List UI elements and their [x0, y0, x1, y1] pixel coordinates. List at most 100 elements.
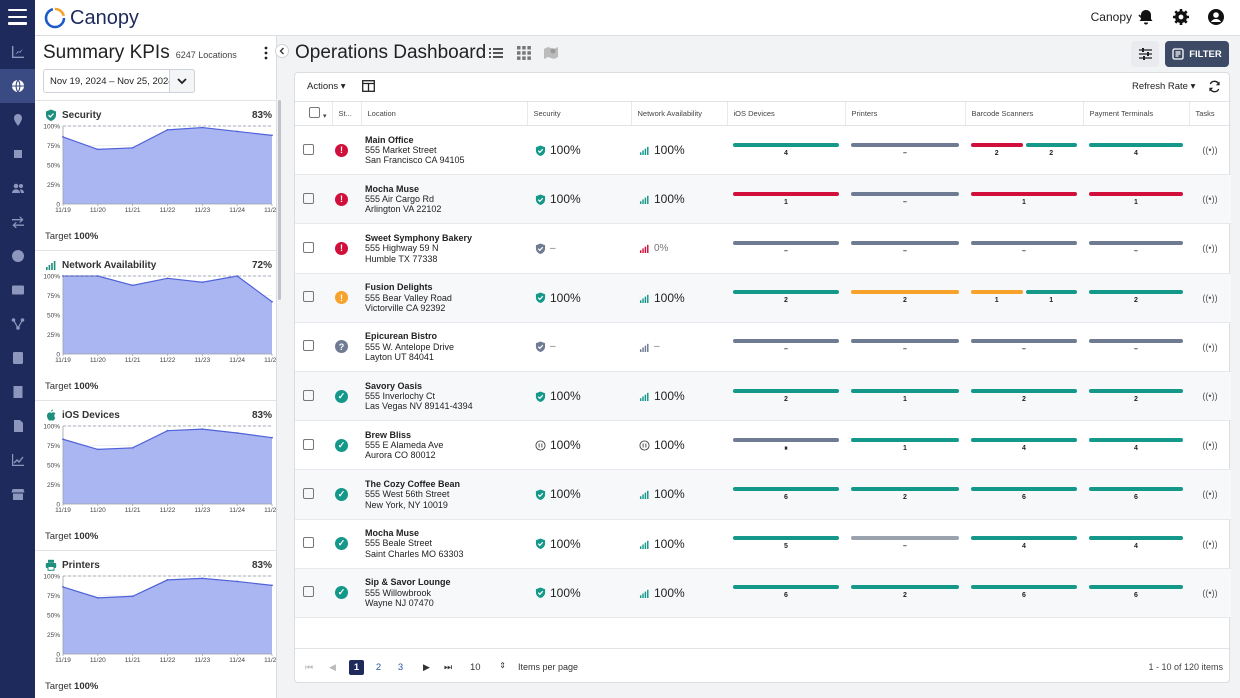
barcode-scanners-cell[interactable]: 2 [965, 371, 1083, 422]
refresh-rate-menu[interactable]: Refresh Rate ▾ [1132, 81, 1195, 92]
column-header-st-[interactable]: St... [331, 101, 361, 126]
page-1-button[interactable]: 1 [349, 660, 364, 675]
payment-terminals-cell[interactable]: 6 [1083, 568, 1189, 618]
table-row[interactable]: ✓ The Cozy Coffee Bean 555 West 56th Stree… [295, 469, 1231, 520]
date-dropdown-button[interactable] [169, 69, 195, 93]
location-name[interactable]: Epicurean Bistro [365, 331, 438, 342]
location-cell[interactable]: Mocha Muse 555 Air Cargo Rd Arlington VA 2… [361, 174, 527, 225]
gear-icon[interactable] [1172, 8, 1190, 26]
column-header-network-availability[interactable]: Network Availability [630, 101, 727, 126]
location-name[interactable]: Mocha Muse [365, 528, 420, 539]
caret-down-icon[interactable]: ▾ [323, 113, 327, 120]
broadcast-icon[interactable]: ((•)) [1202, 341, 1218, 352]
nav-chip[interactable] [0, 137, 35, 171]
kpi-scrollbar[interactable] [278, 100, 281, 300]
row-checkbox[interactable] [303, 291, 314, 303]
printers-cell[interactable]: 1 [845, 371, 965, 422]
row-checkbox[interactable] [303, 192, 314, 204]
column-header-ios-devices[interactable]: iOS Devices [726, 101, 845, 126]
row-checkbox[interactable] [303, 487, 314, 499]
ios-devices-cell[interactable]: 5 [727, 519, 845, 569]
date-range-picker[interactable]: Nov 19, 2024 – Nov 25, 2024 [43, 69, 195, 93]
table-row[interactable]: ✓ Brew Bliss 555 E Alameda Ave Aurora CO 80… [295, 420, 1231, 471]
printers-cell[interactable]: 2 [845, 273, 965, 323]
nav-store[interactable] [0, 477, 35, 511]
location-name[interactable]: Savory Oasis [365, 380, 423, 391]
barcode-scanners-cell[interactable]: 6 [965, 568, 1083, 618]
ios-devices-cell[interactable]: 2 [727, 273, 845, 323]
column-header-payment-terminals[interactable]: Payment Terminals [1082, 101, 1189, 126]
nav-globe[interactable] [0, 69, 35, 103]
column-header-security[interactable]: Security [526, 101, 631, 126]
broadcast-icon[interactable]: ((•)) [1202, 194, 1218, 205]
barcode-scanners-cell[interactable]: – [965, 223, 1083, 274]
location-name[interactable]: Mocha Muse [365, 183, 420, 194]
nav-dollar[interactable] [0, 239, 35, 273]
payment-terminals-cell[interactable]: – [1083, 223, 1189, 274]
row-checkbox[interactable] [303, 438, 314, 450]
payment-terminals-cell[interactable]: 1 [1083, 174, 1189, 225]
location-name[interactable]: Main Office [365, 134, 414, 145]
table-row[interactable]: ✓ Savory Oasis 555 Inverlochy Ct Las Vegas … [295, 371, 1231, 422]
broadcast-icon[interactable]: ((•)) [1202, 489, 1218, 500]
ios-devices-cell[interactable]: 6 [727, 568, 845, 618]
page-2-button[interactable]: 2 [375, 662, 382, 673]
location-cell[interactable]: Main Office 555 Market Street San Francisc… [361, 125, 527, 176]
account-icon[interactable] [1207, 8, 1225, 26]
ios-devices-cell[interactable]: 1 [727, 174, 845, 225]
kpi-card-security[interactable]: Security 83% Target 100% 100% 75% 50% 25% 0 11/1… [35, 100, 276, 250]
location-cell[interactable]: The Cozy Coffee Bean 555 West 56th Street… [361, 469, 527, 520]
refresh-icon[interactable] [1208, 80, 1221, 93]
printers-cell[interactable]: – [845, 125, 965, 176]
payment-terminals-cell[interactable]: 4 [1083, 125, 1189, 176]
hamburger-menu-icon[interactable] [8, 9, 27, 25]
location-cell[interactable]: Sweet Symphony Bakery 555 Highway 59 N Hum… [361, 223, 527, 274]
printers-cell[interactable]: – [845, 322, 965, 372]
payment-terminals-cell[interactable]: 2 [1083, 371, 1189, 422]
location-name[interactable]: Fusion Delights [365, 282, 433, 293]
select-all-checkbox[interactable] [309, 107, 320, 118]
location-cell[interactable]: Epicurean Bistro 555 W. Antelope Drive Lay… [361, 322, 527, 372]
barcode-scanners-cell[interactable]: – [965, 322, 1083, 372]
ios-devices-cell[interactable]: 4 [727, 125, 845, 176]
kpi-card-printers[interactable]: Printers 83% Target 100% 100% 75% 50% 25% 0 11/1… [35, 550, 276, 698]
location-name[interactable]: Brew Bliss [365, 429, 412, 440]
map-view-icon[interactable] [543, 45, 559, 61]
barcode-scanners-cell[interactable]: 6 [965, 469, 1083, 520]
kpi-card-ios-devices[interactable]: iOS Devices 83% Target 100% 100% 75% 50% 25% 0 1… [35, 400, 276, 550]
nav-dashboard[interactable] [0, 35, 35, 69]
ios-devices-cell[interactable]: ⏸ [727, 420, 845, 471]
next-page-icon[interactable]: ▶ [423, 662, 430, 672]
table-row[interactable]: ! Fusion Delights 555 Bear Valley Road Vict… [295, 273, 1231, 323]
barcode-scanners-cell[interactable]: 4 [965, 519, 1083, 569]
broadcast-icon[interactable]: ((•)) [1202, 587, 1218, 598]
column-header-tasks[interactable]: Tasks [1188, 101, 1231, 126]
broadcast-icon[interactable]: ((•)) [1202, 145, 1218, 156]
location-cell[interactable]: Fusion Delights 555 Bear Valley Road Victo… [361, 273, 527, 323]
table-row[interactable]: ! Sweet Symphony Bakery 555 Highway 59 N Hu… [295, 223, 1231, 274]
printers-cell[interactable]: 2 [845, 568, 965, 618]
printers-cell[interactable]: 1 [845, 420, 965, 471]
row-checkbox[interactable] [303, 586, 314, 598]
payment-terminals-cell[interactable]: 6 [1083, 469, 1189, 520]
prev-page-icon[interactable]: ◀ [329, 662, 336, 672]
ios-devices-cell[interactable]: 6 [727, 469, 845, 520]
column-header-printers[interactable]: Printers [844, 101, 965, 126]
printers-cell[interactable]: 2 [845, 469, 965, 520]
table-row[interactable]: ✓ Sip & Savor Lounge 555 Willowbrook Wayne … [295, 568, 1231, 618]
nav-location-pin[interactable] [0, 103, 35, 137]
payment-terminals-cell[interactable]: – [1083, 322, 1189, 372]
columns-icon[interactable] [362, 80, 375, 92]
location-name[interactable]: The Cozy Coffee Bean [365, 478, 461, 489]
list-view-icon[interactable] [488, 45, 504, 61]
location-cell[interactable]: Savory Oasis 555 Inverlochy Ct Las Vegas N… [361, 371, 527, 422]
location-cell[interactable]: Brew Bliss 555 E Alameda Ave Aurora CO 800… [361, 420, 527, 471]
payment-terminals-cell[interactable]: 4 [1083, 420, 1189, 471]
nav-report[interactable] [0, 409, 35, 443]
broadcast-icon[interactable]: ((•)) [1202, 292, 1218, 303]
ios-devices-cell[interactable]: 2 [727, 371, 845, 422]
table-row[interactable]: ! Mocha Muse 555 Air Cargo Rd Arlington VA … [295, 174, 1231, 225]
table-row[interactable]: ? Epicurean Bistro 555 W. Antelope Drive La… [295, 322, 1231, 372]
